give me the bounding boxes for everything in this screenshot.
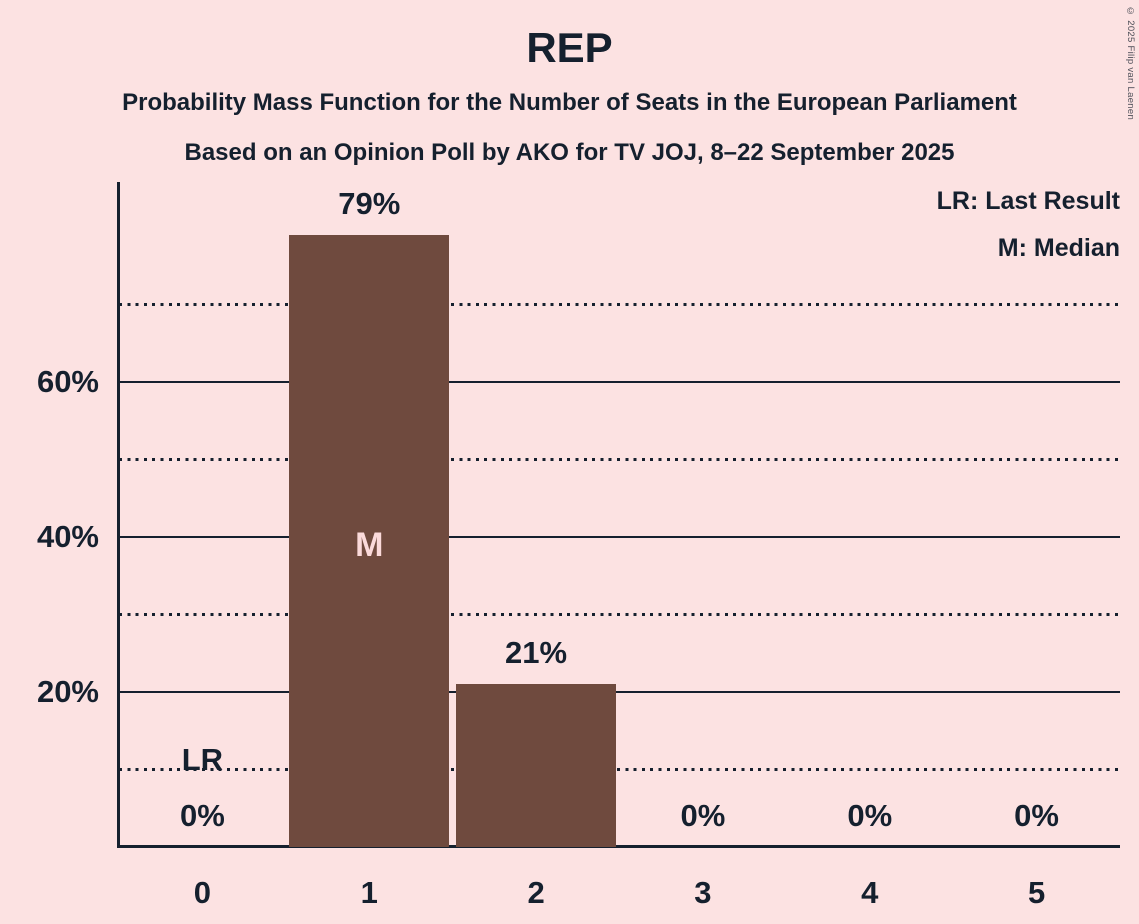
x-tick-label-1: 1 — [360, 875, 378, 910]
last-result-marker-label: LR — [181, 742, 224, 777]
chart-subtitle: Probability Mass Function for the Number… — [122, 89, 1017, 116]
x-tick-label-2: 2 — [527, 875, 545, 910]
gridline-solid-20 — [119, 691, 1120, 693]
x-tick-label-5: 5 — [1027, 875, 1046, 910]
gridline-dotted-70 — [119, 303, 1120, 306]
bar-value-label-3: 0% — [680, 798, 726, 833]
bar-value-label-2: 21% — [505, 635, 568, 671]
plot-area: 0% 79% 21% 0% 0% 0% LR M — [119, 182, 1120, 847]
median-marker-label: M — [355, 526, 384, 564]
x-axis-line — [117, 845, 1120, 848]
x-tick-label-4: 4 — [861, 875, 879, 910]
bar-value-label-5: 0% — [1014, 798, 1059, 833]
gridline-solid-40 — [119, 536, 1120, 538]
gridline-dotted-10 — [119, 768, 1120, 771]
bar-value-label-0: 0% — [180, 798, 225, 833]
y-tick-label-40: 40% — [36, 519, 99, 554]
x-axis-labels: 0 1 2 3 4 5 — [119, 875, 1120, 915]
bar-seats-1 — [289, 234, 450, 847]
legend-median: M: Median — [997, 234, 1120, 262]
gridline-solid-60 — [119, 381, 1120, 383]
x-tick-label-0: 0 — [193, 875, 212, 910]
bar-seats-2 — [456, 684, 617, 847]
bar-value-label-4: 0% — [847, 798, 893, 833]
copyright-notice: © 2025 Filip van Laenen — [1125, 6, 1136, 121]
gridline-dotted-50 — [119, 458, 1120, 461]
bar-value-label-1: 79% — [338, 185, 401, 221]
legend: LR: Last Result M: Median — [937, 178, 1120, 272]
y-axis-line — [117, 182, 120, 848]
chart-title: REP — [526, 24, 613, 71]
y-tick-label-20: 20% — [36, 674, 99, 709]
x-tick-label-3: 3 — [694, 875, 712, 910]
y-tick-label-60: 60% — [36, 364, 99, 399]
chart-subtitle-source: Based on an Opinion Poll by AKO for TV J… — [184, 139, 955, 166]
gridline-dotted-30 — [119, 613, 1120, 616]
legend-last-result: LR: Last Result — [936, 187, 1120, 215]
